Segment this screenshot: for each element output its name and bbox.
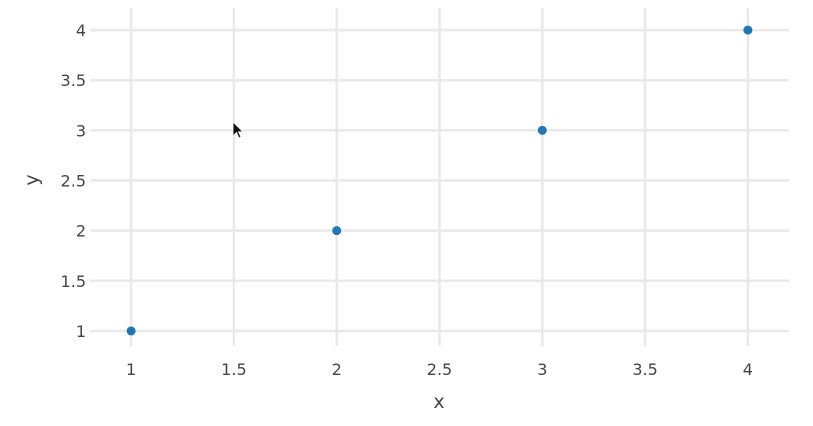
x-tick-label: 4 — [743, 360, 753, 379]
y-tick-label: 1.5 — [61, 272, 86, 291]
y-tick-label: 2 — [76, 222, 86, 241]
scatter-points[interactable] — [126, 25, 753, 336]
y-tick-label: 4 — [76, 21, 86, 40]
x-tick-label: 1 — [126, 360, 136, 379]
x-tick-label: 3.5 — [632, 360, 657, 379]
x-axis-title: x — [433, 391, 444, 413]
y-tick-label: 2.5 — [61, 172, 86, 191]
scatter-point[interactable] — [537, 125, 547, 135]
y-axis-title: y — [21, 174, 43, 185]
x-tick-label: 2 — [332, 360, 342, 379]
mouse-cursor-icon — [232, 121, 244, 139]
x-tick-label: 3 — [537, 360, 547, 379]
x-tick-label: 1.5 — [221, 360, 246, 379]
x-tick-labels: 1 1.5 2 2.5 3 3.5 4 — [126, 360, 753, 379]
y-tick-label: 1 — [76, 322, 86, 341]
y-tick-label: 3 — [76, 121, 86, 140]
y-gridlines — [90, 28, 789, 333]
scatter-point[interactable] — [332, 226, 342, 236]
y-tick-labels: 1 1.5 2 2.5 3 3.5 4 — [61, 21, 86, 341]
y-tick-label: 3.5 — [61, 71, 86, 90]
scatter-point[interactable] — [126, 326, 136, 336]
x-tick-label: 2.5 — [427, 360, 452, 379]
x-gridlines — [129, 8, 750, 346]
scatter-point[interactable] — [743, 25, 753, 35]
